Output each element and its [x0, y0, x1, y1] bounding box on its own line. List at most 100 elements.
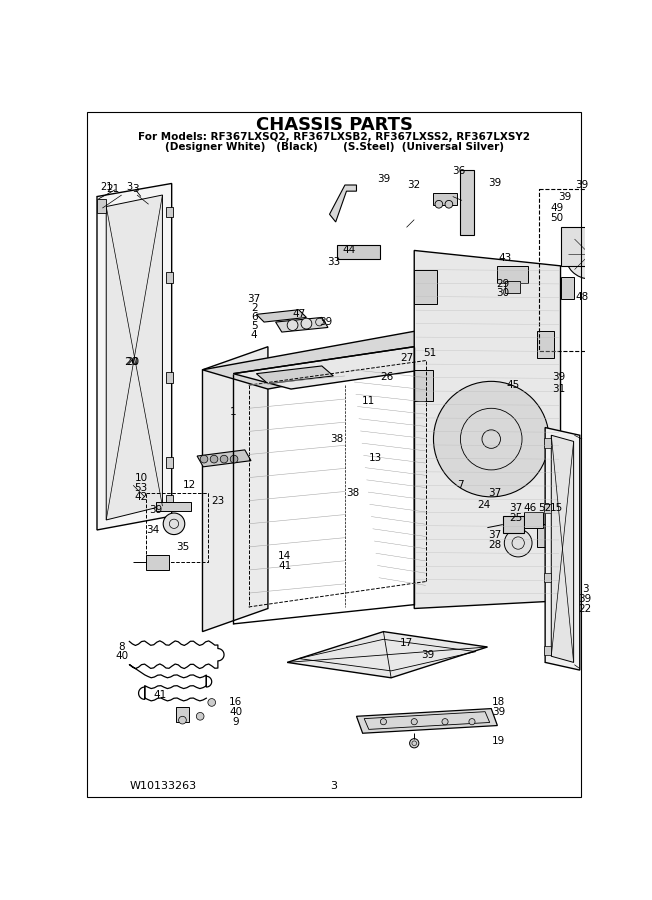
- Polygon shape: [256, 310, 306, 322]
- Bar: [337, 245, 379, 259]
- Polygon shape: [203, 346, 268, 632]
- Text: 37: 37: [488, 530, 501, 540]
- Text: 13: 13: [369, 454, 382, 464]
- Circle shape: [435, 201, 443, 208]
- Text: 41: 41: [153, 689, 167, 699]
- Text: 47: 47: [292, 310, 305, 320]
- Text: 31: 31: [552, 384, 566, 394]
- Text: 39: 39: [492, 706, 505, 716]
- Bar: [166, 272, 173, 283]
- Bar: [544, 504, 552, 513]
- Circle shape: [434, 382, 549, 497]
- Text: 33: 33: [327, 257, 340, 267]
- Circle shape: [301, 319, 312, 329]
- Text: 2: 2: [251, 303, 258, 313]
- Bar: [561, 277, 574, 299]
- Bar: [414, 370, 434, 400]
- Text: W10133263: W10133263: [129, 780, 196, 790]
- Polygon shape: [545, 428, 580, 670]
- Text: 37: 37: [488, 488, 501, 498]
- Text: 45: 45: [506, 380, 520, 391]
- Bar: [156, 502, 191, 511]
- Circle shape: [287, 320, 298, 330]
- Circle shape: [179, 716, 186, 724]
- Bar: [497, 266, 528, 283]
- Text: 40: 40: [229, 707, 242, 717]
- Polygon shape: [197, 450, 251, 467]
- Text: 38: 38: [331, 434, 344, 444]
- Polygon shape: [106, 195, 162, 520]
- Text: 25: 25: [509, 513, 522, 524]
- Circle shape: [163, 513, 185, 535]
- Text: 17: 17: [400, 638, 413, 648]
- Text: 44: 44: [342, 246, 355, 256]
- Text: 14: 14: [278, 551, 291, 561]
- Bar: [166, 457, 173, 468]
- Circle shape: [469, 718, 475, 724]
- Text: 29: 29: [496, 279, 509, 289]
- Polygon shape: [203, 331, 476, 389]
- Text: 46: 46: [523, 503, 537, 513]
- Bar: [503, 516, 524, 533]
- Text: 39: 39: [421, 650, 435, 660]
- Text: 39: 39: [557, 192, 571, 202]
- Text: 4: 4: [251, 330, 258, 340]
- Text: 1: 1: [230, 407, 237, 418]
- Circle shape: [208, 698, 216, 706]
- Text: 3: 3: [132, 184, 139, 194]
- Bar: [539, 189, 631, 351]
- Circle shape: [380, 718, 387, 724]
- Text: 7: 7: [457, 481, 464, 491]
- Text: 24: 24: [477, 500, 490, 509]
- Bar: [524, 512, 543, 527]
- Text: For Models: RF367LXSQ2, RF367LXSB2, RF367LXSS2, RF367LXSY2: For Models: RF367LXSQ2, RF367LXSB2, RF36…: [138, 132, 530, 142]
- Circle shape: [230, 455, 238, 463]
- Text: 39: 39: [319, 317, 333, 327]
- Polygon shape: [256, 366, 333, 383]
- Circle shape: [210, 455, 218, 463]
- Text: 21: 21: [100, 183, 112, 193]
- Polygon shape: [329, 185, 357, 222]
- Polygon shape: [276, 318, 328, 332]
- Bar: [175, 707, 189, 723]
- Text: 34: 34: [146, 525, 159, 535]
- Circle shape: [504, 529, 532, 557]
- Bar: [97, 199, 106, 212]
- Text: 39: 39: [576, 180, 589, 190]
- Text: 42: 42: [134, 491, 147, 502]
- Text: 52: 52: [539, 503, 552, 513]
- Text: 32: 32: [408, 180, 421, 190]
- Polygon shape: [287, 632, 488, 678]
- Text: 40: 40: [115, 652, 128, 662]
- Text: 5: 5: [251, 321, 258, 331]
- Text: 8: 8: [118, 642, 125, 652]
- Text: 41: 41: [278, 562, 291, 572]
- Text: 27: 27: [400, 353, 413, 364]
- Circle shape: [445, 201, 452, 208]
- Text: 36: 36: [452, 166, 466, 176]
- Circle shape: [411, 718, 417, 724]
- Bar: [505, 281, 520, 292]
- Circle shape: [565, 230, 614, 279]
- Bar: [544, 646, 552, 655]
- Text: 49: 49: [550, 203, 563, 213]
- Text: 28: 28: [488, 540, 501, 550]
- Text: 39: 39: [578, 594, 592, 604]
- Text: 53: 53: [134, 482, 147, 492]
- Text: 21: 21: [106, 184, 119, 194]
- Text: 43: 43: [499, 253, 512, 263]
- Bar: [166, 207, 173, 217]
- Text: 3: 3: [582, 584, 589, 594]
- Text: 30: 30: [496, 288, 509, 298]
- Text: 39: 39: [488, 178, 501, 188]
- Text: 3: 3: [126, 183, 132, 193]
- Bar: [561, 228, 587, 266]
- Text: (Designer White)   (Black)       (S.Steel)  (Universal Silver): (Designer White) (Black) (S.Steel) (Univ…: [165, 142, 503, 152]
- Text: 6: 6: [251, 312, 258, 322]
- Text: 51: 51: [423, 348, 436, 358]
- Polygon shape: [233, 346, 476, 389]
- Bar: [434, 193, 456, 205]
- Bar: [166, 372, 173, 382]
- Text: 39: 39: [377, 174, 390, 184]
- Text: CHASSIS PARTS: CHASSIS PARTS: [256, 116, 413, 134]
